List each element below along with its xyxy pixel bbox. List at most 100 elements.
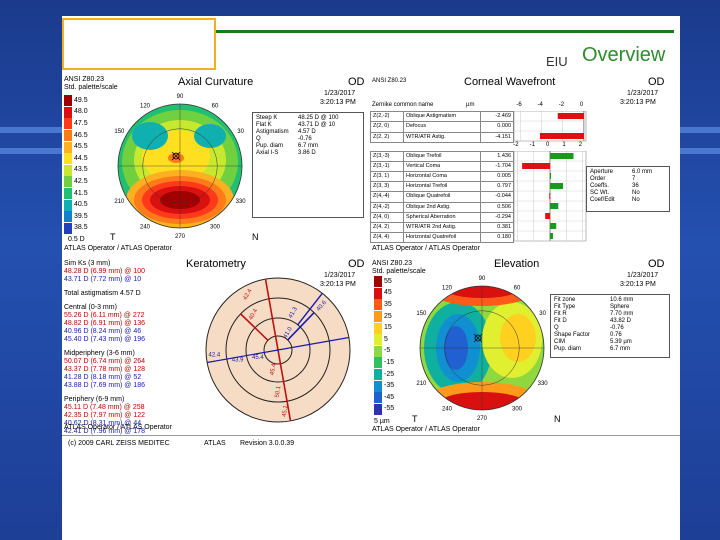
footer-product: ATLAS (204, 440, 226, 447)
zernike-row: Z(3, 3) Horizontal Trefoil 0.797 (370, 181, 514, 193)
scale-step: -45 (374, 392, 394, 404)
zernike-row: Z(3, 1) Horizontal Coma 0.005 (370, 171, 514, 183)
scale-swatch (374, 345, 382, 357)
scale-label: 47.5 (74, 119, 88, 127)
info-key: Q (554, 325, 559, 331)
central-label: Central (0-3 mm) (64, 304, 117, 311)
central-value: 45.40 D (7.43 mm) @ 196 (64, 336, 146, 343)
info-value: 3.86 D (298, 150, 316, 156)
info-value: 6.0 mm (632, 169, 653, 175)
scale-swatch (64, 130, 72, 142)
info-value: 7.70 mm (610, 311, 634, 317)
periphery-value: 42.41 D (7.96 mm) @ 178 (64, 428, 146, 435)
scale-label: 49.5 (74, 96, 88, 104)
info-value: 43.82 D (610, 318, 632, 324)
scale-step: 41.5 (64, 188, 88, 200)
scale-swatch (374, 299, 382, 311)
scale-step: -55 (374, 403, 394, 416)
scale-step: 43.5 (64, 164, 88, 177)
info-key: CIM (554, 339, 565, 345)
angle-label: 240 (442, 407, 453, 413)
scale-swatch (64, 164, 72, 176)
angle-label: 270 (175, 234, 186, 240)
scale-step: 35 (374, 299, 394, 311)
axial-od: OD (348, 76, 365, 88)
nasal-label: N (554, 414, 561, 424)
info-key: Axial I-S (256, 150, 279, 156)
periphery-value: 40.62 D (8.31 mm) @ 44 (64, 420, 142, 427)
slide-title: Overview (582, 44, 666, 66)
scale-step: 55 (374, 276, 394, 288)
axial-operator: ATLAS Operator / ATLAS Operator (64, 245, 172, 252)
zernike-name: Oblique 2nd Astig. (403, 201, 481, 213)
angle-label: 150 (416, 311, 427, 317)
axial-title: Axial Curvature (178, 76, 254, 88)
info-key: Pup. diam (554, 346, 582, 352)
scale-label: 35 (384, 300, 392, 308)
axial-color-scale: 49.5 48.0 47.5 46.5 45.5 44.5 43.5 42.5 41.5 40.5… (64, 95, 88, 234)
axial-scale-unit: 0.5 D (68, 236, 85, 243)
kerato-diagram-label: 40.4 (248, 308, 259, 322)
zernike-bar (550, 223, 557, 229)
zernike-bar (550, 183, 564, 189)
logo-placeholder-box (62, 18, 216, 70)
info-value: 36 (632, 183, 639, 189)
info-row: Q -0.76 (256, 136, 360, 143)
zernike-z: Z(4, 2) (370, 221, 404, 233)
zernike-row: Z(3,-1) Vertical Coma -1.704 (370, 161, 514, 173)
zernike-z: Z(4,-2) (370, 201, 404, 213)
wavefront-standard: ANSI Z80.23 (372, 78, 407, 84)
axial-time: 3:20:13 PM (320, 99, 356, 106)
scale-label: -25 (384, 370, 395, 378)
central-value: 40.96 D (8.24 mm) @ 46 (64, 328, 142, 335)
scale-label: 45.5 (74, 143, 88, 151)
zernike-bar (550, 233, 553, 239)
angle-label: 120 (442, 285, 453, 291)
zernike-name: Spherical Aberration (403, 211, 481, 223)
info-key: Fit R (554, 311, 567, 317)
scale-label: -45 (384, 393, 395, 401)
wavefront-tick-label: 1 (562, 142, 566, 148)
info-key: Fit D (554, 318, 567, 324)
zernike-row: Z(4,-2) Oblique 2nd Astig. 0.506 (370, 201, 514, 213)
periphery-label: Periphery (6-9 mm) (64, 396, 125, 403)
elevation-operator: ATLAS Operator / ATLAS Operator (372, 426, 480, 433)
info-value: 0.76 (610, 332, 622, 338)
scale-step: 45.5 (64, 141, 88, 153)
wavefront-table-high-order: Z(3,-3) Oblique Trefoil 1.436 Z(3,-1) Vertic… (370, 142, 590, 244)
wavefront-tick-label: -6 (516, 102, 522, 108)
scale-swatch (374, 380, 382, 392)
scale-swatch (374, 276, 382, 288)
scale-step: 49.5 (64, 95, 88, 107)
wavefront-tick-label: -4 (537, 102, 543, 108)
scale-step: 47.5 (64, 118, 88, 130)
angle-label: 30 (539, 311, 546, 317)
midperiphery-value: 43.88 D (7.69 mm) @ 186 (64, 382, 146, 389)
scale-swatch (374, 369, 382, 381)
zernike-val: -0.294 (480, 211, 514, 223)
kerato-time: 3:20:13 PM (320, 281, 356, 288)
zernike-bar (557, 113, 584, 119)
info-row: Fit R 7.70 mm (554, 311, 666, 318)
zernike-bar-chart (514, 111, 587, 142)
zernike-z: Z(4,-4) (370, 191, 404, 203)
zernike-row: Z(4, 4) Horizontal Quatrefoil 0.180 (370, 231, 514, 244)
angle-label: 300 (210, 225, 221, 231)
zernike-val: 1.436 (480, 150, 514, 163)
zernike-bar (550, 203, 559, 209)
info-key: Q (256, 136, 261, 142)
info-row: Astigmatism 4.57 D (256, 129, 360, 136)
info-value: -0.76 (610, 325, 624, 331)
kerato-values: Sim Ks (3 mm) 48.28 D (6.99 mm) @ 100 43.7… (64, 260, 184, 436)
info-row: Coeffs. 36 (590, 183, 666, 190)
temporal-label: T (110, 232, 116, 242)
info-row: Shape Factor 0.76 (554, 332, 666, 339)
footer-copyright: (c) 2009 CARL ZEISS MEDITEC (68, 440, 170, 447)
info-key: Fit zone (554, 297, 576, 303)
elevation-color-scale: 55 45 35 25 15 5 -5 -15 -25 -35 -45 -55 (374, 276, 394, 415)
info-row: Order 7 (590, 176, 666, 183)
scale-swatch (374, 403, 382, 415)
zernike-row: Z(4, 0) Spherical Aberration -0.294 (370, 211, 514, 223)
angle-label: 300 (512, 407, 523, 413)
zernike-bar (545, 213, 550, 219)
